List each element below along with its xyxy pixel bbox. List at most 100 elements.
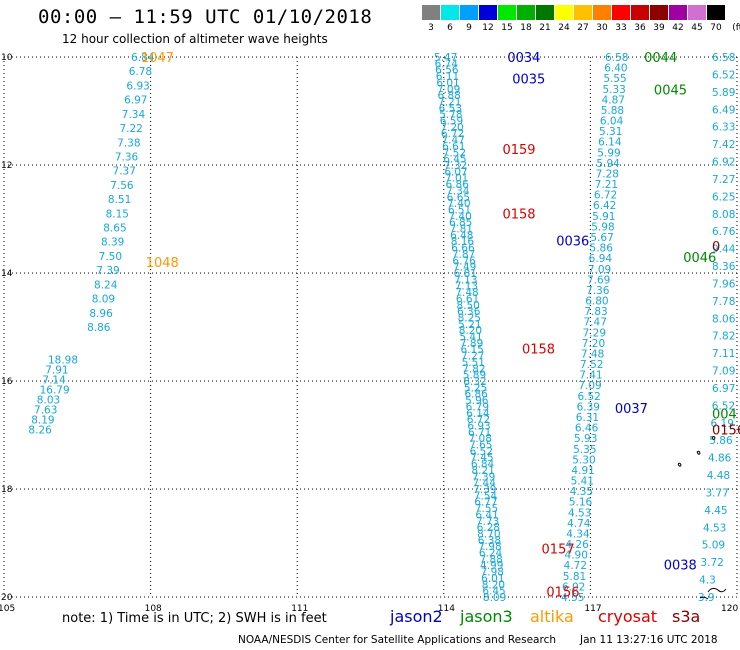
swh-value: 5.51: [462, 357, 485, 369]
swh-value: 7.28: [596, 168, 619, 180]
swh-value: 5.89: [463, 370, 486, 382]
swh-value: 6.40: [604, 63, 627, 75]
swh-value: 7.98: [478, 541, 501, 553]
swh-value: 7.09: [588, 264, 611, 276]
swh-value: 5.55: [603, 73, 626, 85]
swh-value: 8.32: [463, 376, 486, 388]
satellite-legend-cryosat: cryosat: [598, 607, 658, 626]
swh-value: 6.46: [575, 423, 599, 435]
swh-value: 8.09: [483, 592, 506, 604]
swh-value: 7.32: [444, 160, 467, 172]
swh-value: 6.39: [577, 401, 600, 413]
pass-time-label: 0159: [502, 143, 535, 158]
legend-swatch: [574, 5, 592, 20]
swh-value: 5.96: [465, 395, 489, 407]
pass-time-label: 0158: [502, 208, 535, 223]
legend-label: 24: [558, 23, 570, 33]
swh-value: 5.67: [590, 232, 613, 244]
swh-value: 6.28: [477, 522, 500, 534]
swh-value: 7.39: [96, 265, 119, 277]
swh-value: 6.41: [475, 509, 498, 521]
legend-label: 39: [653, 23, 665, 33]
swh-value: 7.55: [475, 503, 498, 515]
swh-value: 8.03: [37, 395, 60, 407]
swh-value: 5.21: [458, 319, 481, 331]
legend-label: 12: [482, 23, 494, 33]
lat-tick-label: 10: [1, 53, 13, 63]
swh-value: 7.83: [584, 306, 607, 318]
pass-time-label: 0035: [512, 73, 545, 88]
pass-time-label: 0156: [546, 586, 579, 601]
page-title: 00:00 – 11:59 UTC 01/10/2018: [38, 6, 373, 28]
legend-label: 3: [428, 23, 434, 33]
swh-value: 6.94: [589, 253, 613, 265]
swh-value: 7.11: [712, 348, 735, 360]
swh-value: 7.82: [462, 363, 485, 375]
swh-value: 6.79: [466, 401, 489, 413]
swh-value: 5.25: [464, 382, 487, 394]
swh-value: 6.52: [712, 400, 735, 412]
swh-value: 8.65: [103, 223, 126, 235]
swh-value: 6.38: [478, 535, 501, 547]
swh-value: 7.14: [42, 374, 66, 386]
swh-value: 3.77: [705, 487, 728, 499]
swh-value: 8.50: [456, 300, 479, 312]
swh-value: 6.81: [454, 268, 477, 280]
footnote: note: 1) Time is in UTC; 2) SWH is in fe…: [62, 611, 327, 626]
swh-value: 6.97: [712, 383, 735, 395]
legend-swatch: [479, 5, 497, 20]
swh-value: 6.31: [576, 412, 599, 424]
swh-value: 7.09: [578, 380, 601, 392]
swh-value: 7.09: [437, 84, 460, 96]
swh-value: 8.09: [92, 294, 115, 306]
swh-value: 6.25: [712, 191, 735, 203]
swh-value: 8.06: [712, 313, 736, 325]
swh-value: 6.11: [436, 71, 459, 83]
pass-time-label: 1047: [141, 51, 174, 66]
swh-value: 6.14: [466, 408, 490, 420]
swh-value: 5.93: [574, 433, 597, 445]
legend-label: 9: [466, 23, 472, 33]
swh-value: 6.88: [437, 90, 460, 102]
legend-label: 36: [634, 23, 646, 33]
swh-value: 7.89: [460, 338, 483, 350]
swh-value: 6.36: [457, 306, 481, 318]
pass-time-label: 0036: [556, 235, 589, 250]
swh-value: 6.72: [441, 128, 464, 140]
legend-swatch: [460, 5, 478, 20]
swh-value: 6.56: [435, 65, 459, 77]
swh-value: 6.93: [467, 420, 490, 432]
swh-value: 6.84: [131, 52, 155, 64]
swh-value: 8.20: [482, 579, 505, 591]
legend-label: 70: [710, 23, 722, 33]
satellite-legend-altika: altika: [530, 607, 574, 626]
swh-value: 6.86: [446, 179, 470, 191]
swh-value: 4.3: [699, 575, 716, 587]
swh-value: 6.92: [712, 157, 735, 169]
swh-value: 6.02: [562, 581, 585, 593]
legend-label: 15: [501, 23, 513, 33]
swh-value: 7.22: [119, 123, 142, 135]
swh-value: 7.63: [34, 405, 57, 417]
swh-value: 6.72: [467, 414, 490, 426]
pass-time-label: 1048: [146, 256, 179, 271]
swh-value: 6.86: [464, 389, 488, 401]
swh-value: 7.09: [712, 366, 735, 378]
legend-swatch: [631, 5, 649, 20]
swh-value: 7.73: [476, 516, 499, 528]
lon-tick-label: 108: [145, 604, 162, 614]
swh-value: 6.04: [600, 116, 624, 128]
swh-value: 7.52: [580, 359, 603, 371]
swh-value: 8.36: [712, 261, 736, 273]
swh-value: 4.74: [567, 518, 591, 530]
swh-value: 6.45: [443, 154, 466, 166]
satellite-legend-jason2: jason2: [390, 607, 443, 626]
legend-unit: (ft): [732, 23, 740, 33]
lon-tick-label: 120: [721, 604, 738, 614]
swh-value: 7.01: [445, 173, 468, 185]
swh-value: 6.15: [460, 344, 483, 356]
swh-value: 6.01: [481, 573, 504, 585]
swh-value: 7.81: [450, 224, 473, 236]
swh-value: 6.80: [585, 296, 608, 308]
